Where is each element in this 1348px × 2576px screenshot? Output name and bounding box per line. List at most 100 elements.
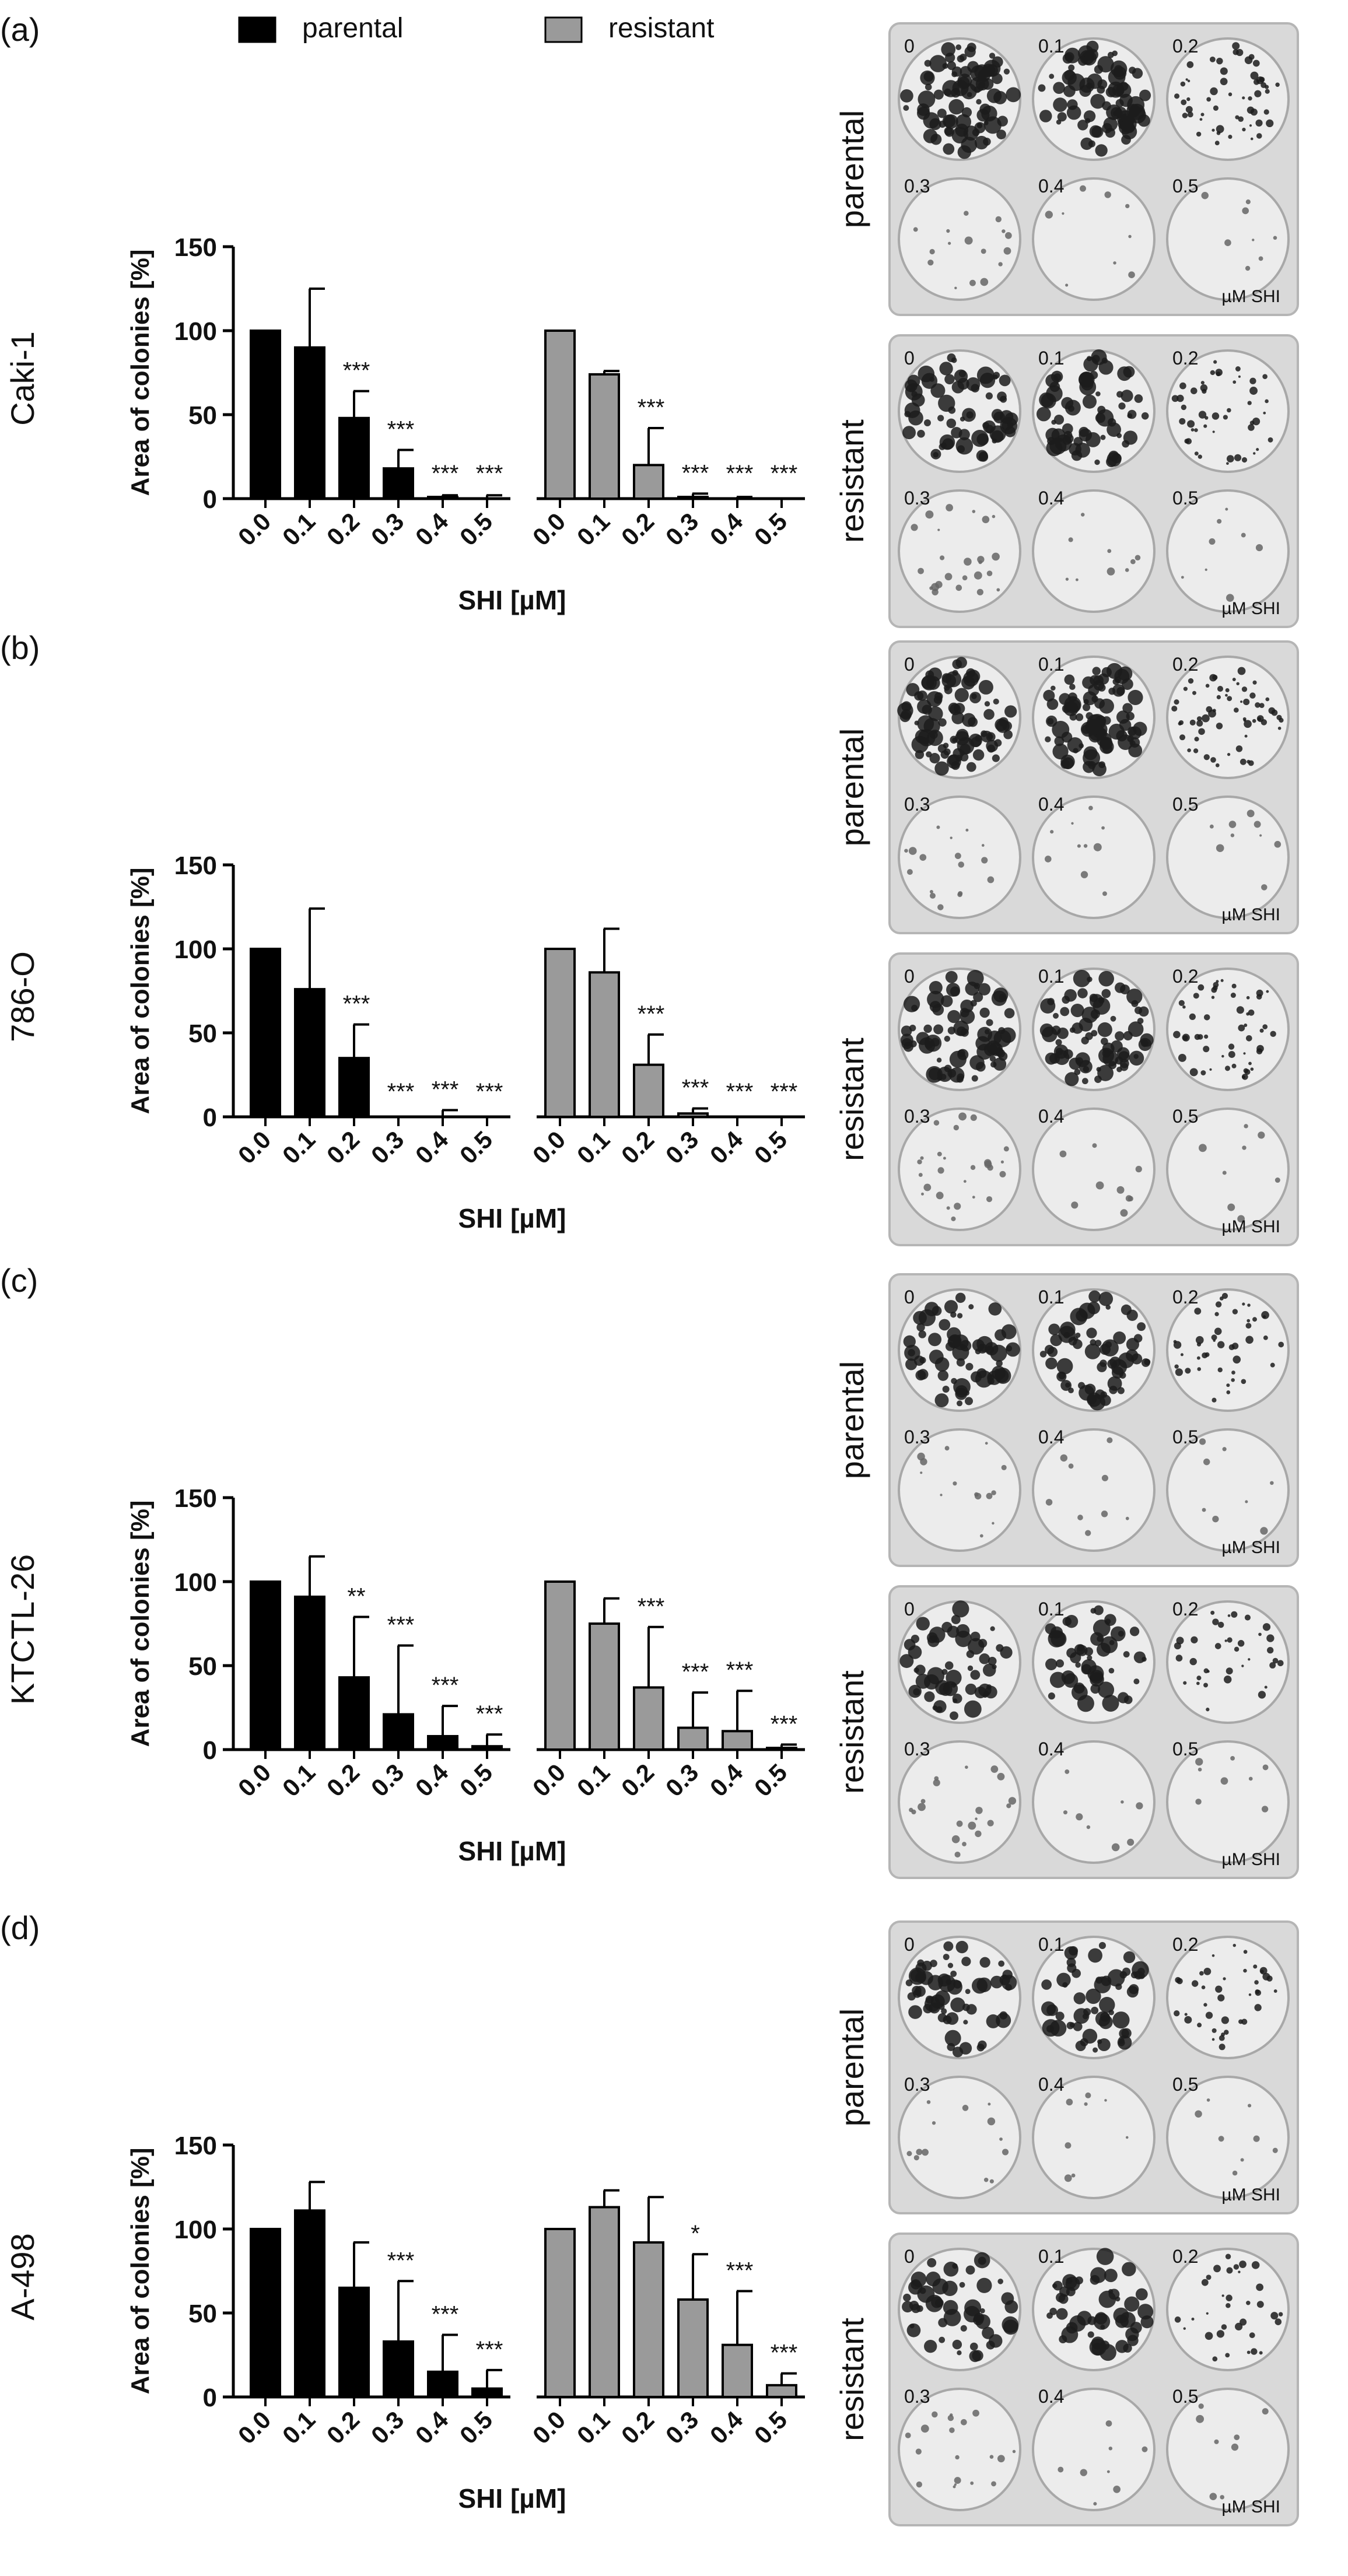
colony [1194,737,1199,742]
colony [1262,374,1268,380]
colony [1060,1007,1070,1017]
significance-label: *** [387,1079,415,1105]
colony [1125,568,1129,572]
colony [975,1807,983,1814]
colony [1113,261,1116,265]
colony [923,1024,932,1033]
x-axis-label: SHI [µM] [458,1203,566,1233]
colony [1107,418,1116,427]
x-tick-label: 0.3 [366,1126,409,1169]
colony [935,1680,950,1695]
colony [993,698,999,705]
bar-resistant [633,464,664,500]
colony [947,61,957,71]
significance-label: *** [432,1077,459,1102]
colony [1097,1022,1112,1038]
colony [924,419,931,426]
colony [1240,2158,1244,2162]
colony [1085,1530,1091,1536]
colony [951,1378,957,1385]
colony [929,55,947,72]
colony [969,1055,985,1070]
well-label: 0.2 [1172,348,1198,369]
colony [904,1639,916,1650]
colony [1189,1013,1196,1021]
bar-resistant [677,496,709,500]
colony [1228,1043,1235,1050]
colony [1203,2003,1207,2007]
colony [1071,1201,1079,1209]
colony [937,2013,947,2023]
colony [929,892,936,899]
colony [976,366,995,384]
colony [953,1481,957,1486]
colony [1045,1499,1053,1506]
colony [986,1492,993,1499]
colony [1218,2136,1224,2142]
colony [1255,702,1261,708]
colony [960,416,965,422]
colony [988,1378,995,1385]
colony [908,410,923,426]
colony [902,426,916,440]
well [1166,968,1290,1091]
colony [1236,1006,1244,1014]
colony [916,1323,925,1332]
colony [951,1835,960,1843]
colony [911,1809,916,1815]
colony [967,92,972,97]
colony [1210,87,1218,96]
well-label: 0 [904,1934,915,1955]
colony [1180,1353,1184,1357]
colony [918,1037,936,1054]
plate-row-label: resistant [834,2318,870,2441]
colony [1097,1642,1111,1657]
colony [976,588,983,595]
colony [955,1292,966,1303]
colony [1248,424,1255,431]
colony [1232,42,1240,50]
colony [1121,1800,1124,1804]
colony [1216,125,1224,134]
colony [1227,1203,1235,1211]
colony [972,2409,979,2417]
colony [1196,720,1203,727]
x-tick-label: 0.1 [572,1758,615,1802]
colony [1099,698,1114,714]
bar-parental [471,1745,503,1751]
colony [1128,1021,1144,1038]
colony [1100,434,1106,440]
colony [1080,2469,1087,2476]
significance-label: *** [771,461,798,486]
colony [985,1442,988,1445]
colony [985,392,993,400]
colony [1123,1695,1133,1704]
colony [981,730,993,742]
colony [975,1830,982,1838]
colony [944,2030,961,2046]
colony [1052,744,1069,760]
x-tick-label: 0.3 [366,1758,409,1802]
y-tick-label: 0 [203,2384,217,2412]
colony [1242,207,1249,215]
colony [1082,676,1095,689]
colony [1203,424,1207,428]
colony [950,986,960,997]
colony [1083,844,1088,848]
colony [951,357,957,363]
colony [1049,73,1055,79]
colony [1104,2269,1118,2283]
colony [1226,462,1229,465]
bar-resistant [633,1063,664,1118]
colony [965,676,972,683]
y-tick-label: 150 [174,851,217,880]
colony [970,2481,974,2485]
colony [1097,1635,1103,1642]
colony [1189,1657,1197,1666]
colony [918,567,924,574]
colony [1275,2318,1282,2325]
well [1166,177,1290,301]
colony [1113,2486,1121,2493]
significance-label: *** [726,2258,754,2284]
significance-label: *** [476,1079,503,1105]
